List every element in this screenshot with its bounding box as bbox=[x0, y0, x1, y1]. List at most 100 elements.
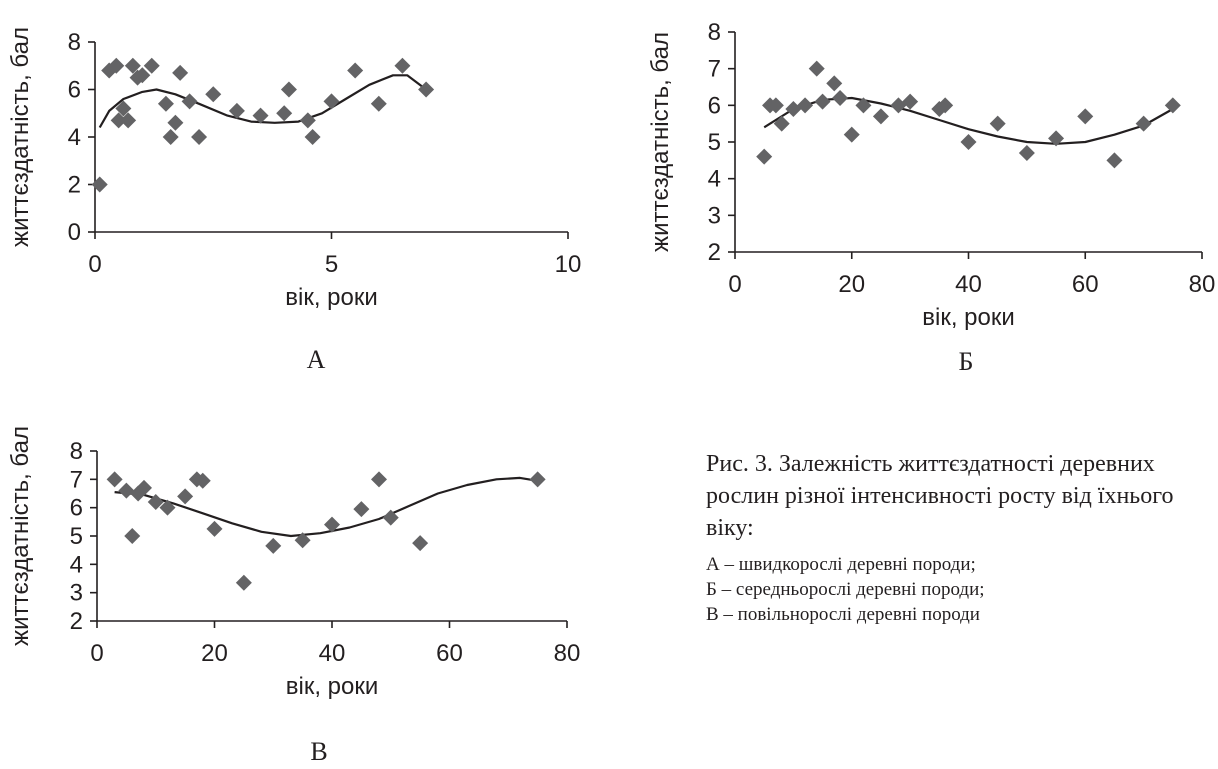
data-point bbox=[797, 97, 814, 114]
y-tick-label: 6 bbox=[70, 495, 83, 522]
x-tick-label: 80 bbox=[554, 640, 581, 667]
chart-a: 0 2 4 6 8 0 5 10 вік, роки життєздатність, бал А bbox=[7, 27, 581, 374]
x-axis-label: вік, роки bbox=[922, 304, 1015, 331]
data-point bbox=[808, 60, 825, 77]
data-point bbox=[1135, 115, 1152, 132]
data-point bbox=[206, 520, 223, 537]
x-tick-label: 80 bbox=[1189, 271, 1216, 298]
x-tick-label: 0 bbox=[90, 640, 103, 667]
data-point bbox=[304, 129, 321, 145]
data-point bbox=[832, 90, 849, 106]
trend-line bbox=[98, 74, 427, 129]
data-point bbox=[108, 57, 125, 74]
data-point bbox=[890, 97, 907, 114]
data-point bbox=[205, 86, 222, 103]
data-point bbox=[418, 81, 435, 98]
y-axis-label: життєздатність, бал bbox=[7, 27, 34, 247]
caption-main: Рис. 3. Залежність життєздатності деревн… bbox=[706, 451, 1174, 541]
data-point bbox=[118, 482, 135, 499]
data-point bbox=[843, 126, 860, 143]
data-point bbox=[382, 509, 399, 526]
data-point bbox=[276, 105, 293, 122]
data-point bbox=[120, 112, 137, 129]
data-point bbox=[324, 516, 340, 533]
x-tick-label: 40 bbox=[319, 640, 346, 667]
data-point bbox=[252, 107, 269, 124]
data-point bbox=[134, 67, 151, 84]
data-point bbox=[110, 112, 127, 129]
data-point bbox=[353, 501, 370, 518]
data-point bbox=[143, 57, 160, 74]
data-point bbox=[167, 114, 184, 131]
data-point bbox=[265, 537, 282, 554]
data-point bbox=[1164, 97, 1181, 114]
y-tick-label: 6 bbox=[68, 77, 81, 104]
y-tick-label: 4 bbox=[70, 551, 83, 578]
data-point bbox=[136, 479, 152, 496]
y-tick-label: 0 bbox=[68, 219, 81, 246]
data-point bbox=[162, 129, 179, 145]
y-tick-label: 3 bbox=[708, 202, 721, 229]
data-point bbox=[756, 148, 773, 165]
x-tick-label: 10 bbox=[555, 251, 582, 278]
data-point bbox=[299, 112, 316, 129]
y-tick-label: 8 bbox=[70, 438, 83, 465]
caption-item-b: Б – середньорослі деревні породи; bbox=[706, 579, 985, 600]
y-tick-label: 8 bbox=[68, 29, 81, 56]
data-point bbox=[172, 64, 189, 81]
y-tick-label: 4 bbox=[708, 166, 721, 193]
data-point bbox=[412, 535, 429, 552]
data-point bbox=[147, 494, 164, 510]
data-point bbox=[902, 93, 919, 110]
data-point bbox=[1077, 108, 1094, 125]
panel-label: Б bbox=[959, 347, 974, 376]
data-point bbox=[826, 75, 843, 92]
data-point bbox=[394, 57, 411, 74]
data-point bbox=[1048, 130, 1065, 147]
figure-caption: Рис. 3. Залежність життєздатності деревн… bbox=[706, 448, 1206, 627]
x-tick-label: 20 bbox=[201, 640, 228, 667]
data-point bbox=[767, 97, 784, 114]
y-tick-label: 6 bbox=[708, 92, 721, 119]
y-tick-label: 7 bbox=[708, 56, 721, 83]
data-point bbox=[960, 134, 977, 150]
data-point bbox=[124, 57, 141, 74]
y-tick-label: 8 bbox=[708, 19, 721, 46]
data-point bbox=[989, 115, 1006, 132]
x-tick-label: 20 bbox=[838, 271, 865, 298]
caption-item-c: В – повільнорослі деревні породи bbox=[706, 604, 980, 625]
data-point bbox=[124, 528, 141, 544]
data-point bbox=[323, 93, 340, 110]
data-point bbox=[106, 471, 123, 488]
y-tick-label: 2 bbox=[68, 172, 81, 199]
data-point bbox=[347, 62, 364, 79]
data-point bbox=[872, 108, 889, 125]
panel-label: А bbox=[307, 345, 326, 374]
data-point bbox=[371, 471, 387, 488]
data-point bbox=[191, 129, 208, 145]
y-axis-label: життєздатність, бал bbox=[7, 426, 34, 646]
trend-line bbox=[763, 96, 1174, 145]
data-point bbox=[115, 100, 132, 117]
x-axis-label: вік, роки bbox=[286, 673, 379, 700]
data-point bbox=[937, 97, 954, 114]
x-tick-label: 5 bbox=[325, 251, 338, 278]
panel-label: В bbox=[310, 737, 327, 766]
data-point bbox=[280, 81, 297, 98]
y-tick-label: 3 bbox=[70, 580, 83, 607]
data-point bbox=[91, 176, 108, 193]
y-tick-label: 2 bbox=[70, 608, 83, 635]
data-point bbox=[814, 93, 831, 110]
data-point bbox=[194, 472, 211, 489]
data-point bbox=[181, 93, 198, 110]
caption-item-a: А – швидкорослі деревні породи; bbox=[706, 554, 976, 575]
data-point bbox=[177, 488, 194, 505]
y-tick-label: 5 bbox=[70, 523, 83, 550]
data-point bbox=[785, 101, 802, 117]
y-tick-label: 2 bbox=[708, 239, 721, 266]
trend-line bbox=[114, 476, 538, 538]
data-point bbox=[855, 97, 872, 114]
